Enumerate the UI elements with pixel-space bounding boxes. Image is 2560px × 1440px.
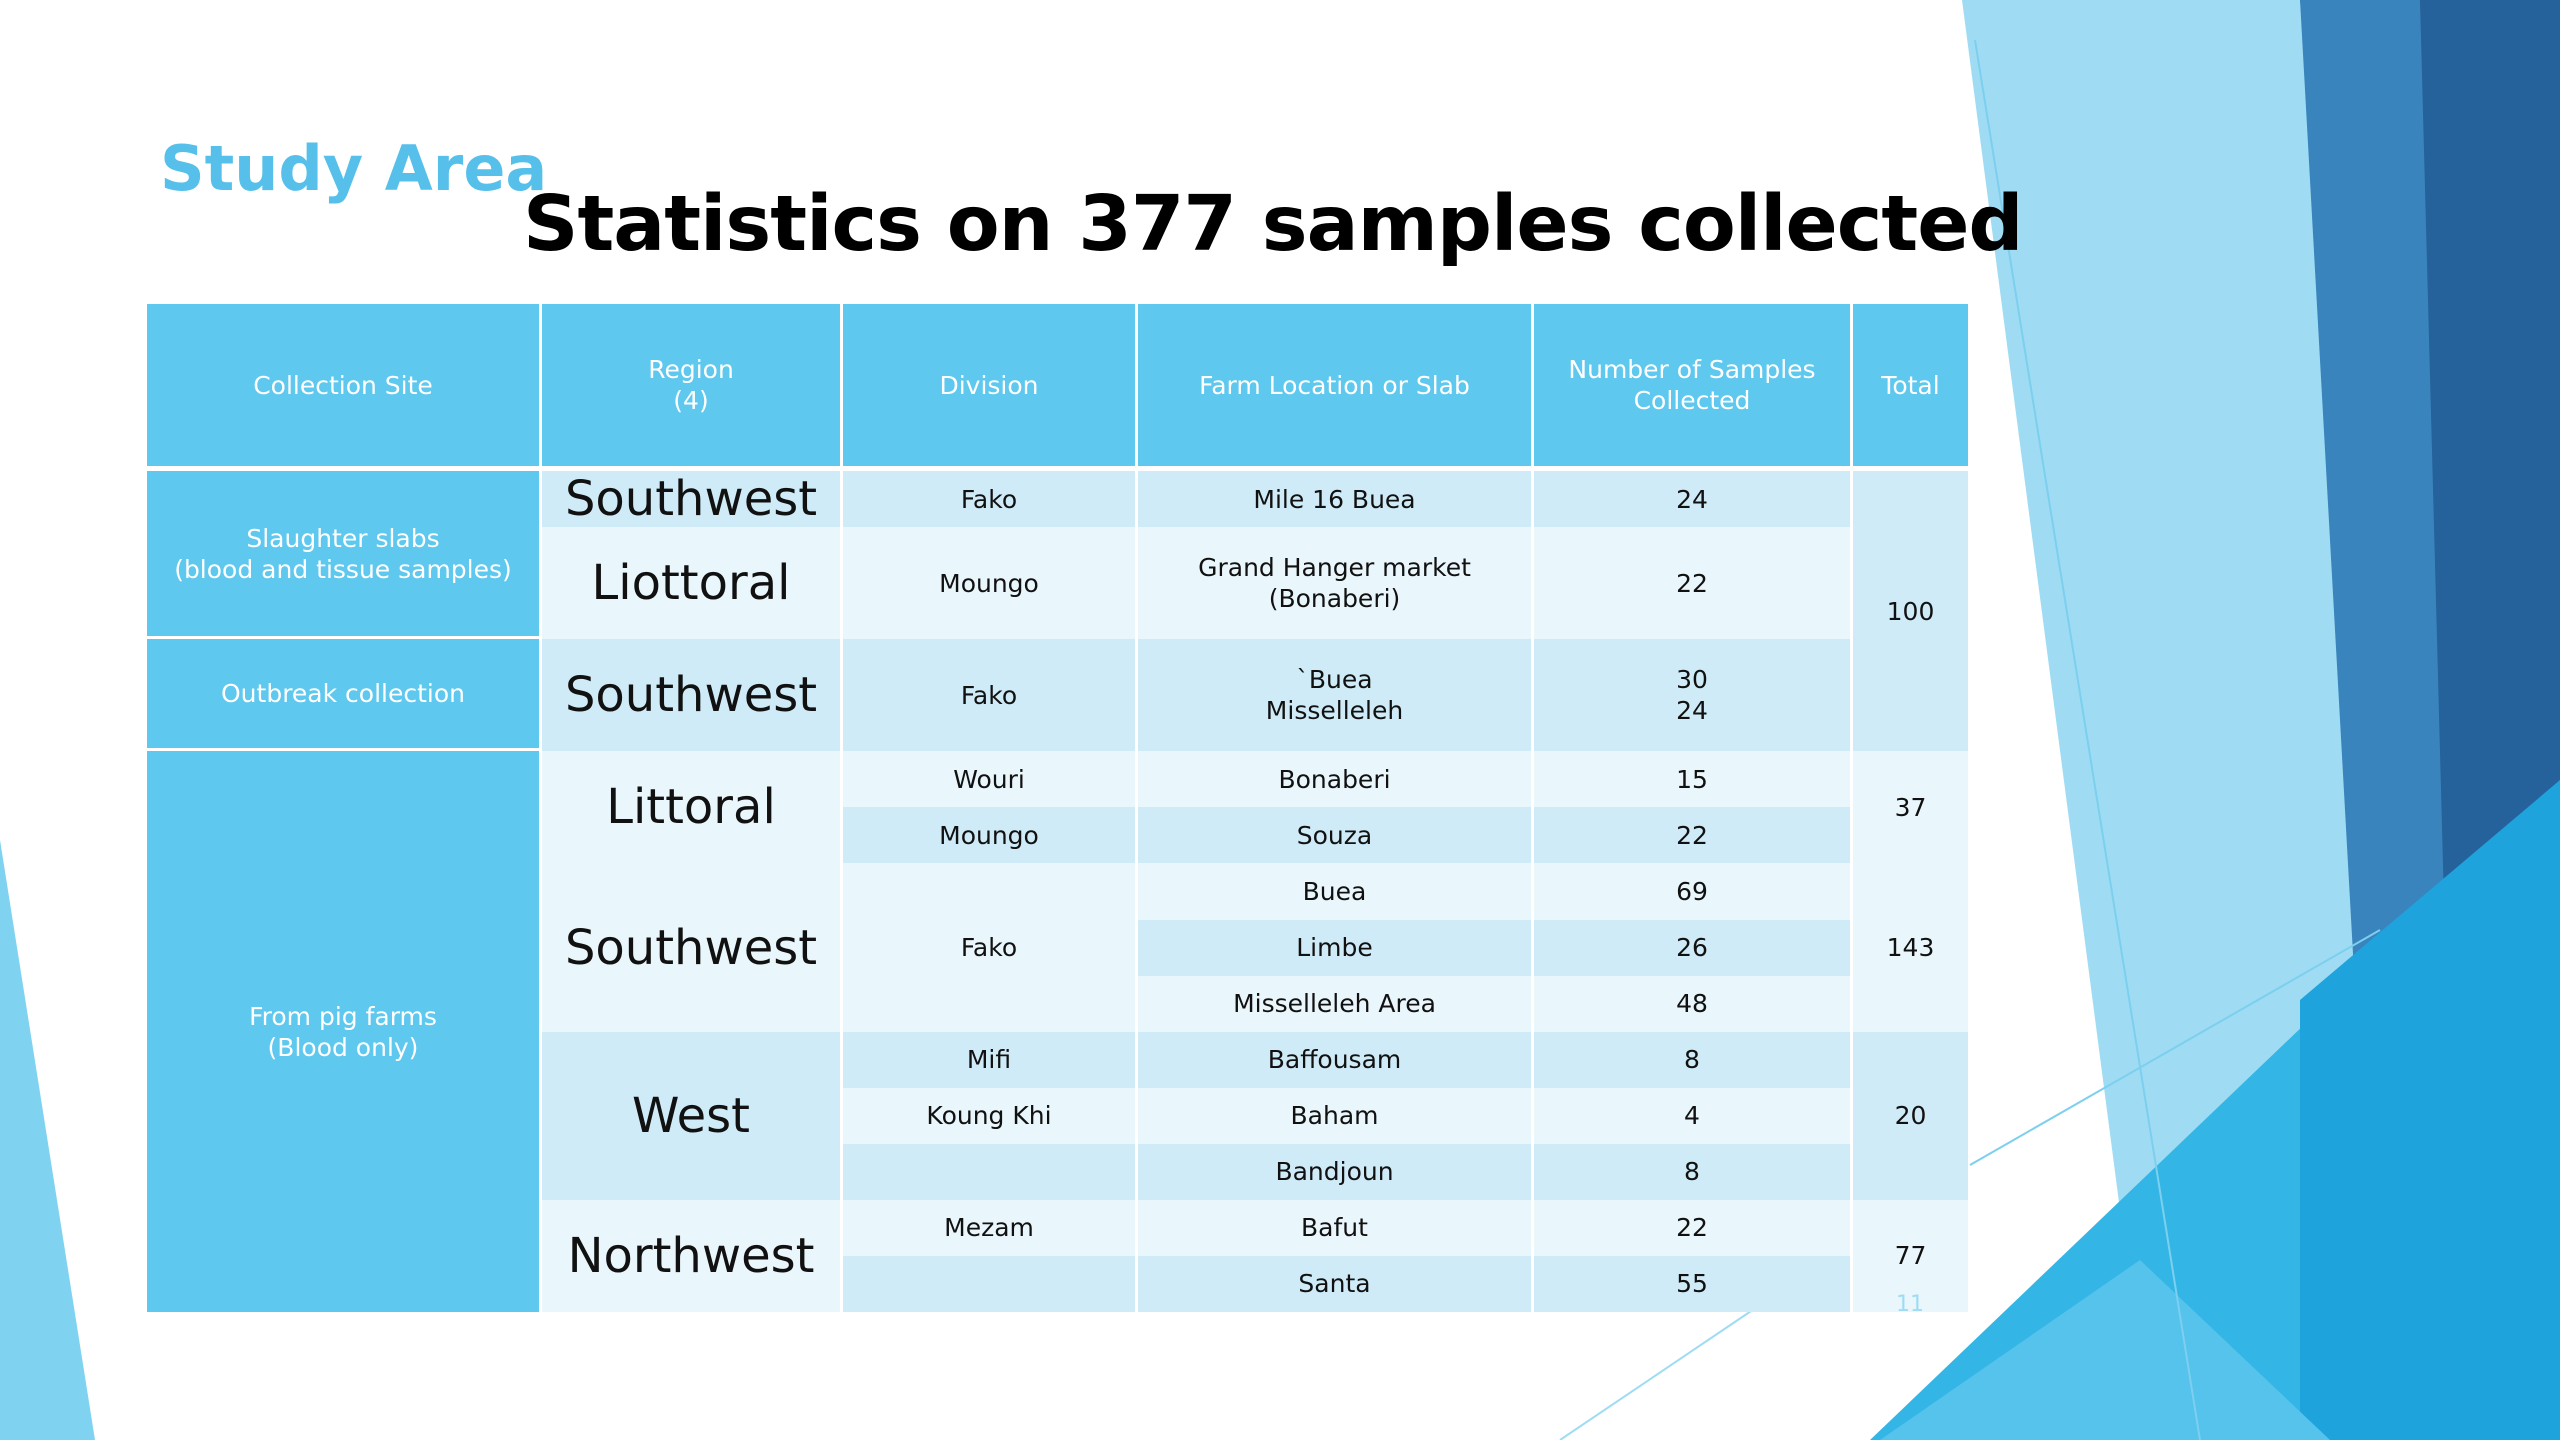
table-row: Slaughter slabs (blood and tissue samples… — [147, 471, 1968, 752]
header-samples: Number of Samples Collected — [1534, 304, 1850, 471]
table-row: Outbreak collection Southwest Fako `Buea… — [147, 639, 1968, 752]
samples-cell: 22 — [1534, 1199, 1850, 1256]
farm-cell: Bandjoun — [1138, 1143, 1531, 1200]
farm-cell: Misselleleh Area — [1138, 975, 1531, 1032]
farm-cell: Mile 16 Buea — [1138, 471, 1531, 528]
samples-cell: 8 — [1534, 1031, 1850, 1088]
region-cell: Littoral — [542, 751, 840, 864]
region-cell: Liottoral — [542, 527, 840, 640]
samples-cell: 15 — [1534, 751, 1850, 808]
table-row: Misselleleh Area 48 — [147, 975, 1968, 1032]
section-heading: Study Area — [160, 132, 548, 205]
farm-cell: Bonaberi — [1138, 751, 1531, 808]
farm-cell: Bafut — [1138, 1199, 1531, 1256]
site-pig-farms: From pig farms (Blood only) — [147, 751, 539, 1312]
division-cell: Mezam — [843, 1199, 1135, 1256]
table-row: Southwest Fako Buea 69 143 — [147, 863, 1968, 1032]
total-cell: 100 — [1853, 471, 1968, 752]
samples-cell: 8 — [1534, 1143, 1850, 1200]
header-farm-location: Farm Location or Slab — [1138, 304, 1531, 471]
samples-table: Collection Site Region (4) Division Farm … — [144, 304, 1971, 1312]
division-cell: Koung Khi — [843, 1087, 1135, 1144]
header-samples-line1: Number of Samples — [1568, 355, 1816, 384]
division-cell: Fako — [843, 863, 1135, 1032]
table-row: From pig farms (Blood only) Littoral Wour… — [147, 751, 1968, 1312]
farm-cell: Baham — [1138, 1087, 1531, 1144]
region-cell: Southwest — [542, 639, 840, 752]
division-cell: Moungo — [843, 527, 1135, 640]
division-cell: Wouri — [843, 751, 1135, 808]
table-row: Moungo Souza 22 — [147, 807, 1968, 864]
farm-cell: Buea — [1138, 863, 1531, 920]
header-samples-line2: Collected — [1633, 386, 1751, 415]
header-division: Division — [843, 304, 1135, 471]
samples-cell: 4 — [1534, 1087, 1850, 1144]
samples-cell: 26 — [1534, 919, 1850, 976]
farm-cell: `Buea Misselleleh — [1138, 639, 1531, 752]
farm-cell: Baffousam — [1138, 1031, 1531, 1088]
samples-cell: 22 — [1534, 807, 1850, 864]
total-cell: 20 — [1853, 1031, 1968, 1200]
header-region-line1: Region — [648, 355, 734, 384]
samples-line1: 30 — [1676, 665, 1708, 695]
farm-cell: Santa — [1138, 1255, 1531, 1312]
header-region-line2: (4) — [673, 386, 709, 415]
division-cell: Moungo — [843, 807, 1135, 864]
region-cell: Southwest — [542, 863, 840, 1032]
total-cell: 37 — [1853, 751, 1968, 864]
samples-cell: 30 24 — [1534, 639, 1850, 752]
samples-cell: 24 — [1534, 471, 1850, 528]
table-row: West Mifi Baffousam 8 20 — [147, 1031, 1968, 1200]
farm-line1: `Buea — [1296, 665, 1373, 695]
slide-title: Statistics on 377 samples collected — [523, 180, 2024, 269]
region-cell: West — [542, 1031, 840, 1200]
header-collection-site: Collection Site — [147, 304, 539, 471]
region-cell: Northwest — [542, 1199, 840, 1312]
samples-line2: 24 — [1676, 696, 1708, 726]
division-cell: Fako — [843, 471, 1135, 528]
site-slaughter-slabs: Slaughter slabs (blood and tissue samples… — [147, 471, 539, 640]
division-cell: Mifi — [843, 1031, 1135, 1088]
table-row: Limbe 26 — [147, 919, 1968, 976]
table-row: Santa 55 — [147, 1255, 1968, 1312]
division-cell — [843, 1143, 1135, 1200]
samples-cell: 69 — [1534, 863, 1850, 920]
page-number: 11 — [1896, 1292, 1924, 1317]
table-row: Koung Khi Baham 4 — [147, 1087, 1968, 1144]
site-slaughter-line2: (blood and tissue samples) — [174, 554, 512, 584]
division-cell — [843, 1255, 1135, 1312]
header-region: Region (4) — [542, 304, 840, 471]
division-cell: Fako — [843, 639, 1135, 752]
site-slaughter-line1: Slaughter slabs — [246, 523, 440, 553]
total-cell: 77 — [1853, 1199, 1968, 1312]
samples-cell: 48 — [1534, 975, 1850, 1032]
table-header-row: Collection Site Region (4) Division Farm … — [147, 304, 1968, 471]
site-farms-line2: (Blood only) — [267, 1032, 419, 1062]
farm-cell: Grand Hanger market (Bonaberi) — [1138, 527, 1531, 640]
site-outbreak-collection: Outbreak collection — [147, 639, 539, 752]
table-row: Bandjoun 8 — [147, 1143, 1968, 1200]
total-cell: 143 — [1853, 863, 1968, 1032]
farm-cell: Limbe — [1138, 919, 1531, 976]
samples-cell: 55 — [1534, 1255, 1850, 1312]
header-total: Total — [1853, 304, 1968, 471]
farm-line2: Misselleleh — [1265, 696, 1404, 726]
samples-cell: 22 — [1534, 527, 1850, 640]
table-row: Liottoral Moungo Grand Hanger market (Bo… — [147, 527, 1968, 640]
site-farms-line1: From pig farms — [249, 1001, 437, 1031]
farm-cell: Souza — [1138, 807, 1531, 864]
region-cell: Southwest — [542, 471, 840, 528]
table-row: Northwest Mezam Bafut 22 77 — [147, 1199, 1968, 1312]
